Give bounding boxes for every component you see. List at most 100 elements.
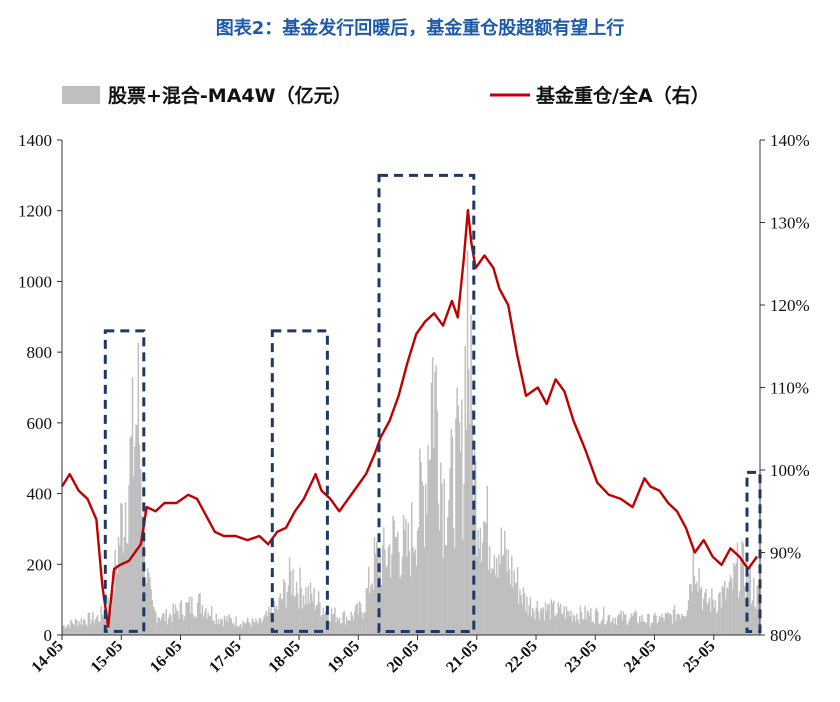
bar: [176, 609, 178, 635]
bar: [438, 530, 441, 635]
bar: [166, 624, 169, 635]
bar: [188, 596, 191, 635]
bar: [283, 579, 285, 635]
bar: [134, 446, 136, 635]
bar: [372, 589, 375, 635]
bar: [732, 589, 734, 635]
bar: [588, 616, 591, 635]
bar: [727, 589, 729, 635]
bar: [170, 615, 172, 635]
bar: [79, 624, 81, 635]
bar: [431, 357, 434, 635]
bar: [551, 603, 554, 635]
x-tick-label: 24-05: [621, 638, 659, 676]
bar: [547, 604, 549, 635]
bar: [150, 588, 152, 635]
bar: [437, 503, 440, 635]
bar: [88, 612, 91, 635]
bar: [286, 591, 288, 635]
y-left-tick-label: 1400: [18, 131, 52, 150]
x-tick-label: 15-05: [88, 638, 126, 676]
bar: [229, 617, 231, 635]
bar: [397, 531, 399, 635]
bar: [91, 619, 93, 635]
bar: [749, 563, 751, 635]
bar: [295, 582, 298, 635]
bar: [112, 571, 114, 635]
bar: [494, 574, 497, 635]
bar: [563, 606, 565, 635]
bar: [452, 527, 455, 635]
bar: [179, 603, 181, 635]
bar: [116, 573, 119, 635]
bar: [504, 530, 506, 635]
bar: [464, 345, 466, 635]
bar: [193, 617, 195, 635]
bar: [454, 547, 456, 635]
bar: [572, 614, 575, 635]
bar: [545, 610, 548, 635]
bar: [363, 613, 365, 635]
bar: [651, 622, 654, 635]
bar: [387, 546, 390, 635]
bar: [522, 587, 525, 635]
bar: [380, 585, 383, 635]
bar: [689, 583, 691, 635]
bar: [219, 624, 221, 635]
bar: [298, 607, 300, 635]
bar: [685, 616, 688, 635]
bar: [221, 619, 223, 635]
bar: [409, 576, 412, 635]
bar: [593, 623, 596, 635]
bar: [434, 371, 436, 635]
bar: [672, 609, 675, 635]
bar: [274, 608, 277, 635]
bar: [580, 612, 583, 635]
bar: [316, 604, 319, 635]
x-tick-label: 25-05: [680, 638, 718, 676]
bar: [673, 605, 676, 635]
bar: [72, 623, 74, 635]
bar: [543, 620, 546, 635]
bar: [742, 543, 745, 635]
bar: [369, 593, 371, 635]
bar: [652, 615, 655, 635]
bar: [265, 611, 268, 635]
bar: [77, 626, 79, 635]
y-left-tick-label: 200: [27, 555, 53, 574]
bar: [426, 514, 428, 635]
bar: [337, 620, 340, 635]
bar: [558, 607, 561, 635]
bar: [162, 613, 164, 635]
bar: [625, 614, 627, 635]
bar: [70, 619, 72, 635]
bar: [659, 617, 662, 635]
bar: [505, 548, 507, 635]
bar: [488, 546, 491, 635]
bar: [552, 600, 555, 635]
bar: [594, 610, 597, 635]
bar: [216, 623, 219, 635]
bar: [668, 613, 670, 635]
bar: [711, 588, 713, 635]
bar: [575, 621, 577, 635]
bar: [549, 619, 551, 635]
bar: [395, 537, 398, 635]
bar: [480, 561, 483, 635]
y-left-tick-label: 400: [27, 485, 53, 504]
bar: [680, 614, 683, 635]
bar: [411, 502, 413, 635]
bar: [312, 601, 314, 635]
bar: [665, 613, 668, 635]
bar: [388, 544, 391, 635]
bar: [75, 620, 78, 635]
bar: [228, 614, 230, 635]
bar: [704, 592, 706, 635]
bar: [209, 615, 212, 635]
bar: [383, 527, 385, 635]
bar: [471, 409, 473, 635]
bar: [145, 583, 148, 635]
bar: [321, 615, 323, 635]
bar: [242, 620, 244, 635]
bar: [751, 600, 754, 635]
